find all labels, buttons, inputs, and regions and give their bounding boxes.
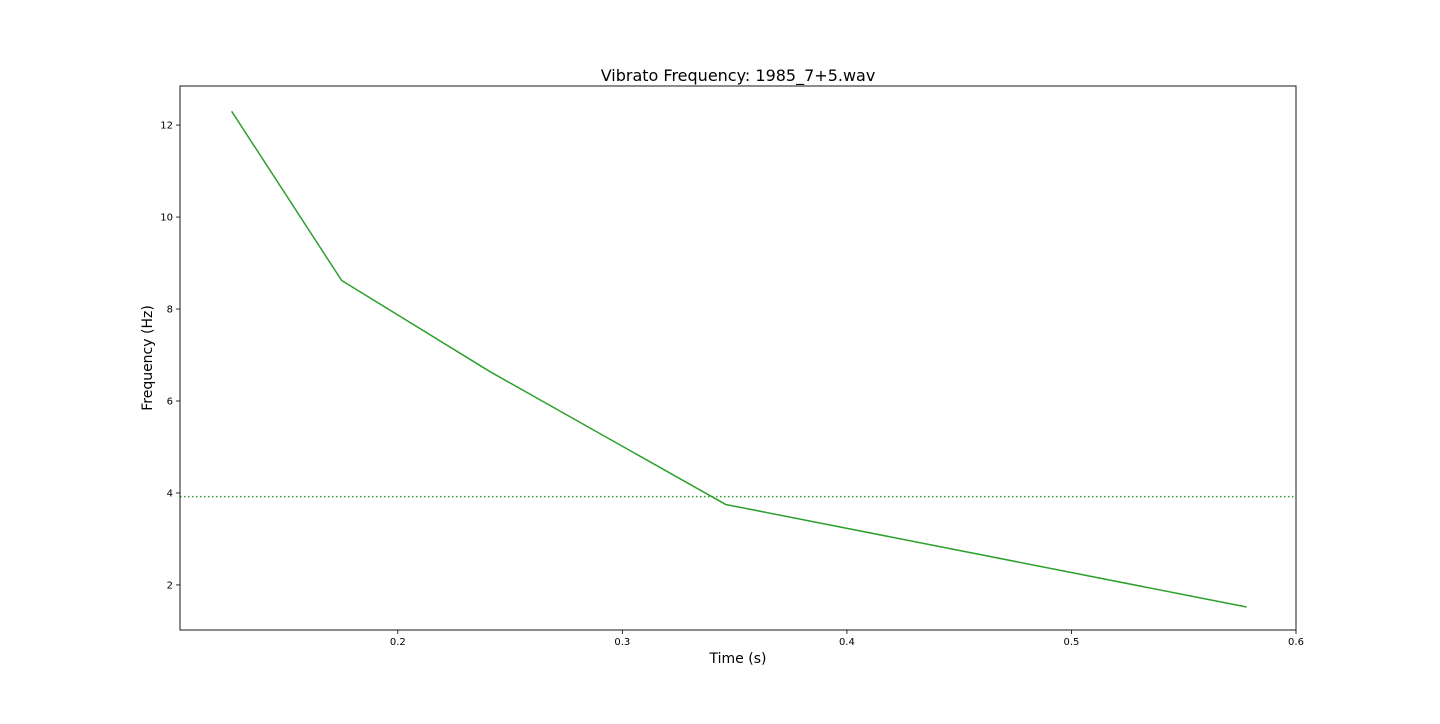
y-tick-label: 2 xyxy=(167,580,173,591)
y-tick-label: 4 xyxy=(167,488,173,499)
x-tick-label: 0.2 xyxy=(390,637,406,648)
y-axis: 2 4 6 8 10 12 xyxy=(160,121,180,591)
y-tick-label: 10 xyxy=(160,213,173,224)
x-tick-label: 0.6 xyxy=(1288,637,1304,648)
x-axis-label: Time (s) xyxy=(709,651,767,667)
plot-area: 0.2 0.3 0.4 0.5 0.6 2 4 6 8 10 12 xyxy=(160,85,1304,648)
x-tick-label: 0.5 xyxy=(1063,637,1079,648)
y-axis-label: Frequency (Hz) xyxy=(140,305,156,411)
series-layer xyxy=(231,110,1247,608)
axes-frame xyxy=(179,85,1297,631)
y-tick-label: 8 xyxy=(167,305,173,316)
series-line xyxy=(231,110,1247,608)
x-tick-label: 0.3 xyxy=(614,637,630,648)
chart-title: Vibrato Frequency: 1985_7+5.wav xyxy=(601,66,876,86)
x-tick-label: 0.4 xyxy=(839,637,855,648)
x-axis: 0.2 0.3 0.4 0.5 0.6 xyxy=(390,630,1304,648)
y-tick-label: 12 xyxy=(160,121,173,132)
y-tick-label: 6 xyxy=(167,396,173,407)
